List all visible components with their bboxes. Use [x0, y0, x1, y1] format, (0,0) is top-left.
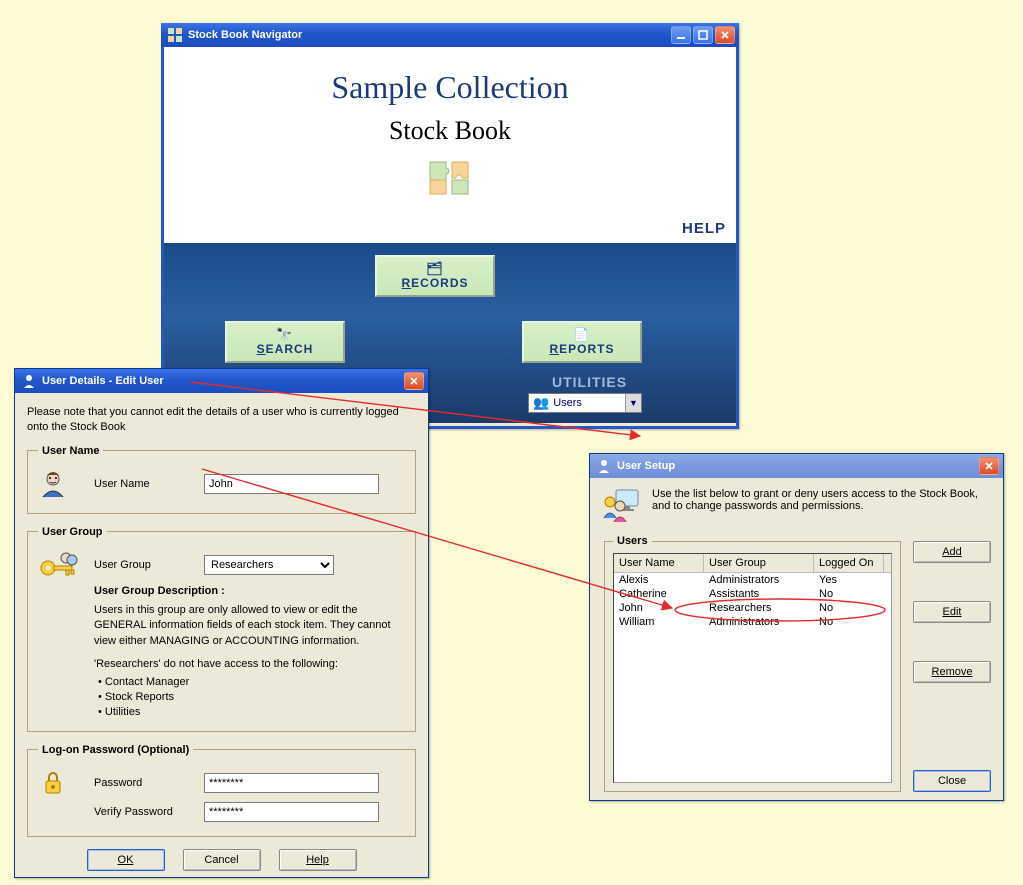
bullet-item: Utilities — [98, 705, 405, 720]
ok-button[interactable]: OK — [87, 849, 165, 871]
list-item[interactable]: Catherine Assistants No — [614, 587, 891, 601]
group-desc-para1: Users in this group are only allowed to … — [94, 603, 405, 649]
setup-instruction: Use the list below to grant or deny user… — [652, 488, 991, 512]
utilities-combo[interactable]: 👥 Users ▼ — [528, 393, 642, 413]
remove-button[interactable]: Remove — [913, 661, 991, 683]
bullet-item: Contact Manager — [98, 675, 405, 690]
user-details-titlebar[interactable]: User Details - Edit User — [15, 369, 428, 393]
user-setup-window: User Setup Use the list below to grant o… — [589, 453, 1004, 801]
maximize-button[interactable] — [693, 26, 713, 44]
help-button[interactable]: Help — [279, 849, 357, 871]
records-icon: 🗂 — [426, 262, 444, 275]
edit-button[interactable]: Edit — [913, 601, 991, 623]
list-item[interactable]: Alexis Administrators Yes — [614, 573, 891, 587]
col-loggedon[interactable]: Logged On — [814, 554, 884, 572]
username-label: User Name — [94, 478, 204, 490]
app-icon — [167, 27, 183, 43]
close-button[interactable] — [715, 26, 735, 44]
key-group-icon — [38, 550, 94, 580]
username-legend: User Name — [38, 445, 103, 457]
utilities-selected: Users — [553, 397, 582, 409]
reports-label: REPORTS — [549, 342, 614, 356]
user-icon — [21, 373, 37, 389]
group-desc-heading: User Group Description : — [94, 584, 405, 599]
utilities-label: UTILITIES — [552, 374, 627, 390]
usergroup-legend: User Group — [38, 526, 107, 538]
verify-password-input[interactable] — [204, 802, 379, 822]
col-usergroup[interactable]: User Group — [704, 554, 814, 572]
user-icon — [596, 458, 612, 474]
list-item[interactable]: John Researchers No — [614, 601, 891, 615]
users-group: Users User Name User Group Logged On Ale… — [604, 535, 901, 792]
group-desc-para2: 'Researchers' do not have access to the … — [94, 657, 405, 672]
close-dialog-button[interactable]: Close — [913, 770, 991, 792]
edit-note: Please note that you cannot edit the det… — [27, 405, 416, 435]
usergroup-select[interactable]: Researchers — [204, 555, 334, 575]
verify-password-label: Verify Password — [94, 806, 204, 818]
reports-icon: 📄 — [573, 328, 590, 341]
password-legend: Log-on Password (Optional) — [38, 744, 193, 756]
users-list[interactable]: User Name User Group Logged On Alexis Ad… — [613, 553, 892, 783]
close-button[interactable] — [979, 457, 999, 475]
username-group: User Name User Name — [27, 445, 416, 514]
puzzle-icon — [164, 160, 736, 196]
reports-button[interactable]: 📄 REPORTS — [522, 321, 642, 363]
cancel-button[interactable]: Cancel — [183, 849, 261, 871]
usergroup-label: User Group — [94, 559, 204, 571]
user-details-window: User Details - Edit User Please note tha… — [14, 368, 429, 878]
close-button[interactable] — [404, 372, 424, 390]
search-label: SEARCH — [257, 342, 314, 356]
navigator-titlebar[interactable]: Stock Book Navigator — [161, 23, 739, 47]
user-setup-title: User Setup — [617, 460, 977, 472]
password-label: Password — [94, 777, 204, 789]
chevron-down-icon[interactable]: ▼ — [625, 394, 641, 412]
password-input[interactable] — [204, 773, 379, 793]
group-desc-bullets: Contact Manager Stock Reports Utilities — [94, 675, 405, 721]
username-input[interactable] — [204, 474, 379, 494]
app-subtitle: Stock Book — [164, 116, 736, 146]
add-button[interactable]: Add — [913, 541, 991, 563]
user-details-title: User Details - Edit User — [42, 375, 402, 387]
bullet-item: Stock Reports — [98, 690, 405, 705]
users-icon: 👥 — [533, 395, 549, 411]
records-button[interactable]: 🗂 RECORDS — [375, 255, 495, 297]
user-setup-titlebar[interactable]: User Setup — [590, 454, 1003, 478]
list-header: User Name User Group Logged On — [614, 554, 891, 573]
collection-title: Sample Collection — [164, 47, 736, 106]
search-icon: 🔭 — [276, 328, 293, 341]
help-link[interactable]: HELP — [682, 220, 726, 237]
person-icon — [38, 469, 94, 499]
navigator-title: Stock Book Navigator — [188, 29, 669, 41]
records-label: RECORDS — [401, 276, 468, 290]
minimize-button[interactable] — [671, 26, 691, 44]
users-monitor-icon — [602, 488, 642, 525]
lock-icon — [38, 768, 94, 798]
list-item[interactable]: William Administrators No — [614, 615, 891, 629]
navigator-header-panel: Sample Collection Stock Book HELP — [164, 47, 736, 243]
col-username[interactable]: User Name — [614, 554, 704, 572]
search-button[interactable]: 🔭 SEARCH — [225, 321, 345, 363]
usergroup-group: User Group User Group Researchers User G… — [27, 526, 416, 732]
users-legend: Users — [613, 535, 652, 547]
password-group: Log-on Password (Optional) Password Veri… — [27, 744, 416, 837]
